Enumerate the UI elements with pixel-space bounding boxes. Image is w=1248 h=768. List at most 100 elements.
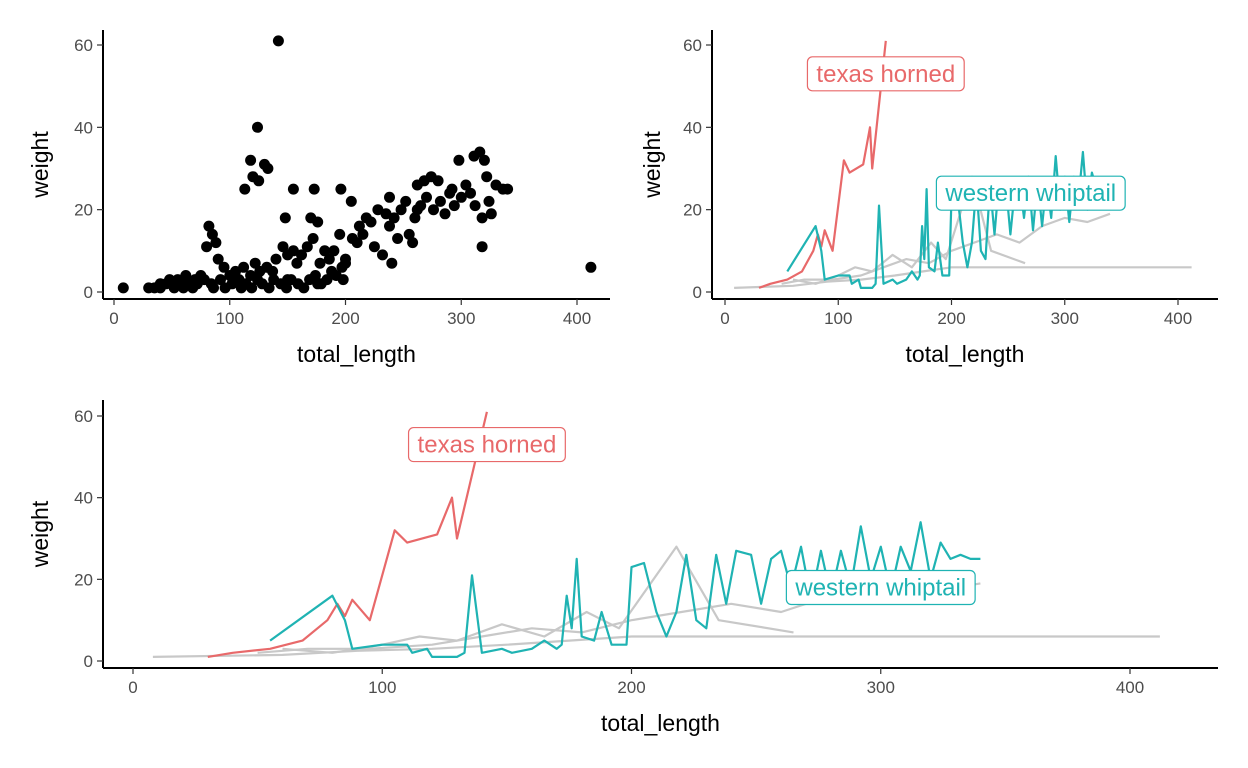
scatter-point — [448, 200, 460, 212]
scatter-point — [357, 228, 369, 240]
scatter-point — [335, 183, 347, 195]
scatter-point — [270, 253, 282, 265]
scatter-point — [312, 278, 324, 290]
annotation-label: texas horned — [407, 426, 566, 463]
scatter-point — [117, 282, 129, 294]
scatter-point — [263, 282, 275, 294]
x-axis-title: total_length — [906, 341, 1025, 367]
x-tick-label: 400 — [1164, 309, 1192, 328]
scatter-point — [460, 179, 472, 191]
scatter-point — [337, 274, 349, 286]
scatter-point — [345, 195, 357, 207]
scatter-point — [307, 233, 319, 244]
scatter-point — [208, 282, 219, 294]
x-tick-label: 400 — [563, 309, 591, 328]
scatter-point — [432, 175, 444, 187]
scatter-point — [368, 241, 380, 253]
scatter-point — [287, 183, 299, 195]
scatter-point — [206, 228, 218, 240]
scatter-point — [334, 228, 346, 240]
y-axis-title: weight — [639, 131, 665, 199]
scatter-point — [279, 212, 291, 224]
y-tick-label: 60 — [74, 36, 93, 55]
x-tick-label: 200 — [331, 309, 359, 328]
scatter-point — [212, 253, 224, 265]
y-tick-label: 0 — [84, 652, 93, 671]
y-tick-label: 20 — [683, 201, 702, 220]
scatter-point — [428, 204, 439, 216]
scatter-point — [395, 204, 407, 216]
x-tick-label: 0 — [109, 309, 118, 328]
scatter-point — [272, 35, 284, 47]
scatter-point — [282, 274, 294, 286]
scatter-point — [253, 175, 265, 187]
scatter-point — [384, 220, 395, 232]
scatter-point — [439, 208, 451, 220]
scatter-point — [380, 208, 392, 220]
scatter-point — [249, 257, 261, 269]
x-tick-label: 100 — [216, 309, 244, 328]
plot-area — [117, 35, 597, 294]
x-tick-label: 0 — [720, 309, 729, 328]
scatter-point — [215, 274, 226, 286]
x-tick-label: 300 — [1051, 309, 1079, 328]
scatter-point — [453, 154, 465, 166]
texas-horned-line — [207, 411, 488, 658]
x-tick-label: 100 — [824, 309, 852, 328]
scatter-point — [309, 270, 321, 281]
scatter-point — [277, 241, 289, 253]
scatter-point — [180, 270, 192, 281]
scatter-point — [246, 282, 258, 294]
x-tick-label: 400 — [1116, 678, 1144, 697]
scatter-point — [298, 282, 310, 294]
scatter-point — [421, 191, 432, 203]
y-tick-label: 20 — [74, 201, 93, 220]
scatter-point — [474, 146, 486, 158]
y-axis-title: weight — [27, 131, 53, 199]
western-whiptail-line — [269, 521, 981, 658]
line-panel-top-right: 0 100 200 300 400 0 20 40 60 total_length weight te… — [639, 30, 1218, 367]
scatter-point — [455, 191, 467, 203]
scatter-point — [177, 282, 189, 294]
scatter-point — [154, 278, 166, 290]
y-tick-label: 60 — [74, 407, 93, 426]
x-tick-label: 200 — [617, 678, 645, 697]
scatter-point — [353, 220, 365, 232]
scatter-point — [444, 187, 456, 199]
background-species-line — [781, 212, 1111, 285]
scatter-point — [400, 195, 412, 207]
scatter-point — [407, 237, 419, 249]
scatter-point — [502, 183, 514, 195]
scatter-point — [585, 261, 597, 273]
x-tick-label: 300 — [867, 678, 895, 697]
scatter-point — [465, 187, 476, 199]
scatter-point — [245, 154, 257, 166]
scatter-point — [164, 274, 176, 286]
y-tick-label: 0 — [84, 283, 93, 302]
annotation-box — [407, 426, 566, 463]
scatter-point — [210, 237, 222, 249]
x-axis-title: total_length — [297, 341, 416, 367]
scatter-point — [201, 241, 213, 253]
annotation-text: western whiptail — [944, 180, 1116, 207]
scatter-point — [230, 265, 241, 277]
scatter-point — [287, 245, 299, 257]
texas-horned-line — [758, 40, 887, 289]
scatter-point — [235, 282, 247, 294]
scatter-point — [291, 257, 303, 269]
scatter-point — [319, 245, 331, 257]
scatter-point — [262, 163, 274, 174]
scatter-point — [296, 249, 307, 261]
y-tick-label: 40 — [74, 118, 93, 137]
scatter-point — [388, 212, 400, 224]
scatter-point — [308, 183, 320, 195]
annotation-label: western whiptail — [785, 569, 976, 606]
x-tick-label: 200 — [937, 309, 965, 328]
x-tick-label: 100 — [368, 678, 396, 697]
scatter-point — [267, 265, 279, 277]
scatter-point — [476, 241, 488, 253]
scatter-point — [203, 220, 215, 232]
y-tick-label: 40 — [683, 118, 702, 137]
scatter-point — [392, 233, 404, 244]
scatter-point — [478, 154, 490, 166]
